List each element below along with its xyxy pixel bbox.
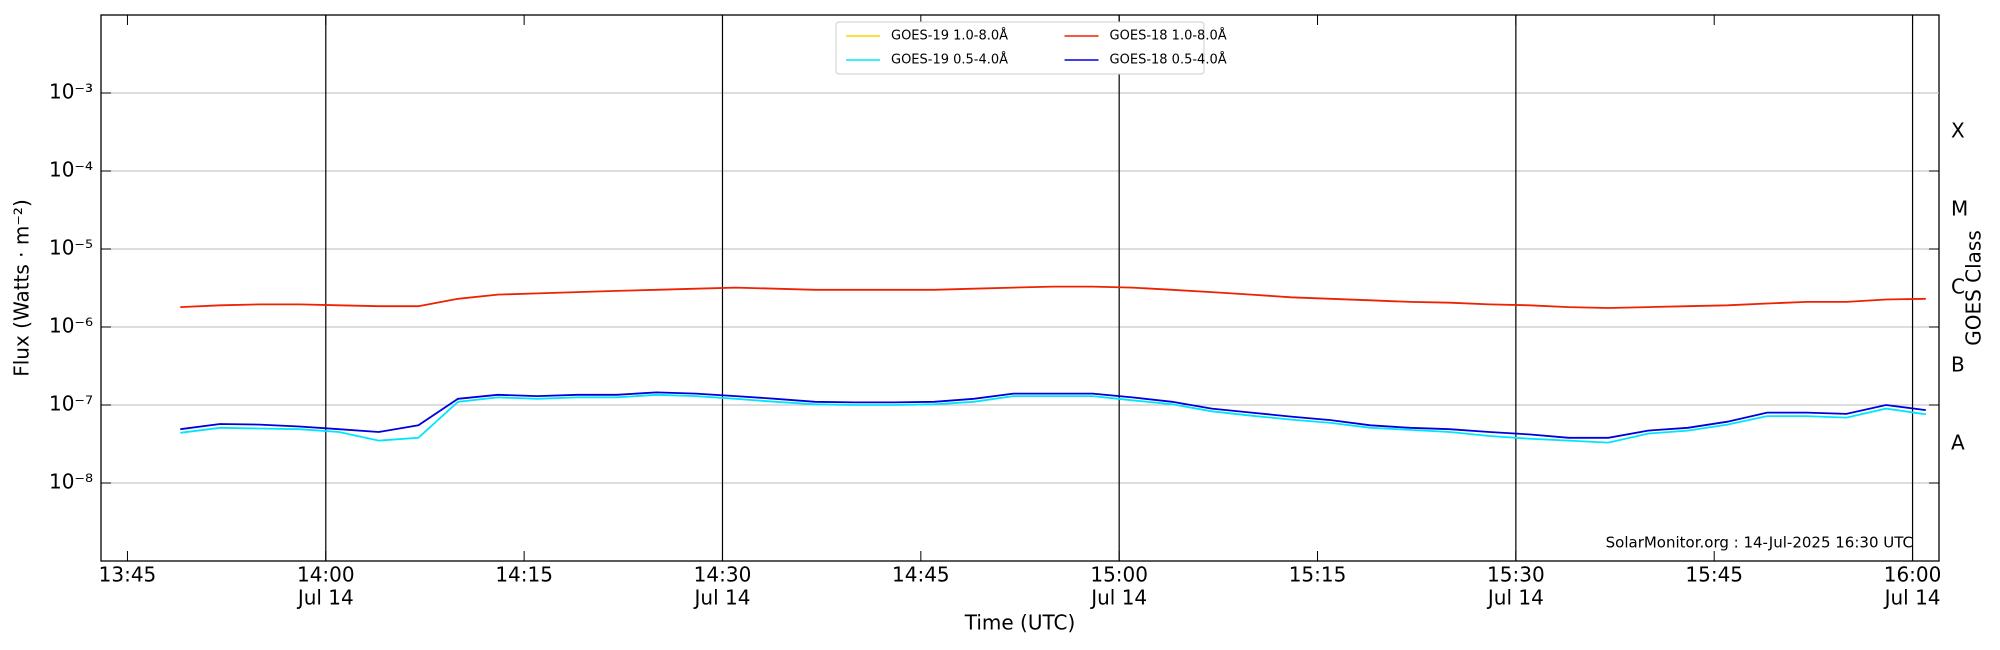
series-line bbox=[180, 393, 1926, 444]
legend-box bbox=[835, 21, 1205, 75]
x-tick-label: 14:00 bbox=[297, 563, 355, 587]
x-tick-date: Jul 14 bbox=[1089, 586, 1147, 610]
x-tick-label: 16:00 bbox=[1884, 563, 1942, 587]
x-tick-label: 14:45 bbox=[892, 563, 950, 587]
x-tick-label: 15:45 bbox=[1685, 563, 1743, 587]
legend-label: GOES-19 1.0-8.0Å bbox=[891, 28, 1008, 44]
legend-label: GOES-18 1.0-8.0Å bbox=[1110, 28, 1227, 44]
y2-axis-label: GOES Class bbox=[1962, 230, 1986, 346]
x-tick-date: Jul 14 bbox=[693, 586, 751, 610]
y-tick-label: 10⁻⁴ bbox=[49, 158, 93, 182]
y-tick-label: 10⁻³ bbox=[49, 80, 93, 104]
x-tick-date: Jul 14 bbox=[296, 586, 354, 610]
x-tick-label: 15:30 bbox=[1487, 563, 1545, 587]
y-tick-label: 10⁻⁷ bbox=[49, 392, 93, 416]
x-tick-label: 14:30 bbox=[694, 563, 752, 587]
y-axis-label: Flux (Watts · m⁻²) bbox=[10, 199, 34, 377]
x-tick-label: 15:15 bbox=[1289, 563, 1347, 587]
y2-tick-label: C bbox=[1951, 275, 1965, 299]
legend-label: GOES-19 0.5-4.0Å bbox=[891, 52, 1008, 68]
x-axis-label: Time (UTC) bbox=[964, 611, 1076, 635]
y-tick-label: 10⁻⁸ bbox=[49, 470, 93, 494]
y2-tick-label: B bbox=[1951, 353, 1965, 377]
y2-tick-label: M bbox=[1951, 197, 1968, 221]
y2-tick-label: A bbox=[1951, 431, 1965, 455]
y-tick-label: 10⁻⁵ bbox=[49, 236, 93, 260]
series-line bbox=[180, 285, 1926, 309]
legend-label: GOES-18 0.5-4.0Å bbox=[1110, 52, 1227, 68]
x-tick-date: Jul 14 bbox=[1883, 586, 1941, 610]
x-tick-label: 13:45 bbox=[99, 563, 157, 587]
y-tick-label: 10⁻⁶ bbox=[49, 314, 93, 338]
annotation: SolarMonitor.org : 14-Jul-2025 16:30 UTC bbox=[1606, 534, 1913, 552]
y2-tick-label: X bbox=[1951, 119, 1965, 143]
x-tick-date: Jul 14 bbox=[1486, 586, 1544, 610]
x-tick-label: 14:15 bbox=[495, 563, 553, 587]
plot-frame bbox=[100, 14, 1940, 562]
x-tick-label: 15:00 bbox=[1090, 563, 1148, 587]
series-line bbox=[180, 391, 1926, 439]
